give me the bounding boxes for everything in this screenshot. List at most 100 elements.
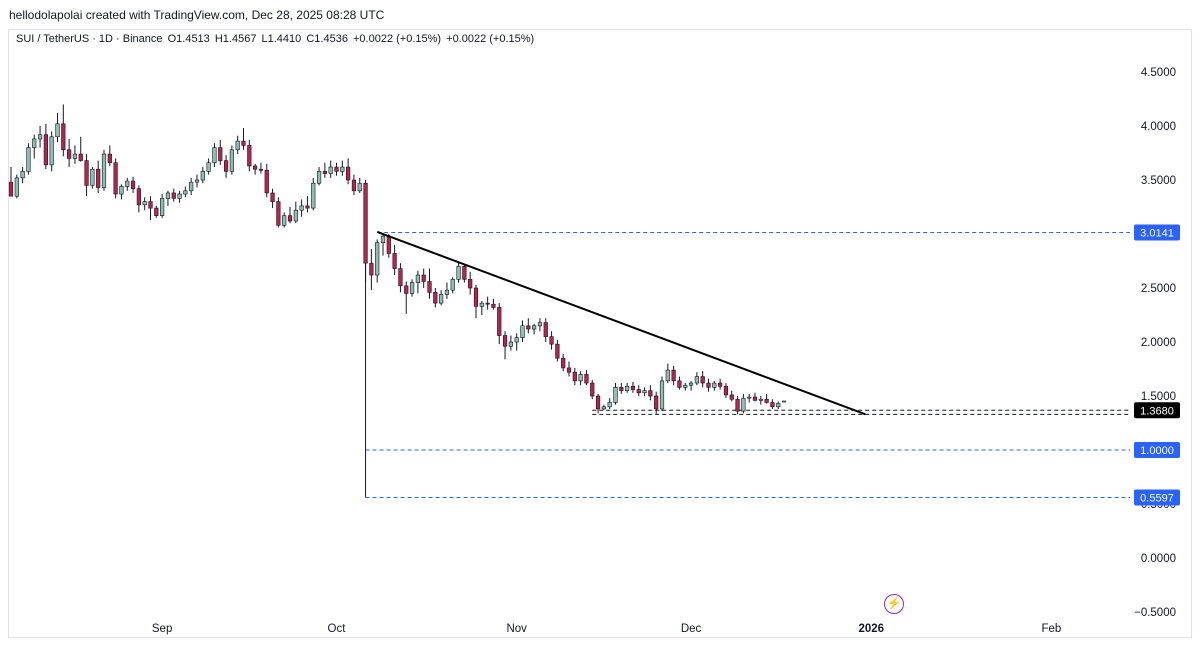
candle[interactable] <box>206 162 211 172</box>
candle[interactable] <box>218 147 223 161</box>
candle[interactable] <box>67 149 72 159</box>
candle[interactable] <box>479 302 484 307</box>
candle[interactable] <box>380 235 386 243</box>
candle[interactable] <box>561 357 566 369</box>
candle[interactable] <box>409 282 415 294</box>
candle[interactable] <box>183 190 188 195</box>
candle[interactable] <box>49 136 54 166</box>
candle[interactable] <box>189 181 194 192</box>
candle[interactable] <box>491 303 496 308</box>
candle[interactable] <box>8 181 14 197</box>
candle[interactable] <box>328 166 333 174</box>
candle[interactable] <box>55 123 60 138</box>
candle[interactable] <box>200 171 205 181</box>
candle[interactable] <box>532 325 537 330</box>
candle[interactable] <box>154 207 159 216</box>
candle[interactable] <box>654 395 659 410</box>
candle[interactable] <box>729 394 734 400</box>
candle[interactable] <box>776 403 781 408</box>
candle[interactable] <box>160 198 165 216</box>
candle[interactable] <box>223 160 229 172</box>
candle[interactable] <box>485 302 490 305</box>
candle[interactable] <box>404 285 409 294</box>
candle[interactable] <box>473 287 479 307</box>
candle[interactable] <box>456 266 461 280</box>
candle[interactable] <box>287 215 293 222</box>
candle[interactable] <box>665 369 670 382</box>
candle[interactable] <box>630 385 636 390</box>
candle[interactable] <box>101 153 107 188</box>
candle[interactable] <box>78 153 83 161</box>
candle[interactable] <box>421 274 426 282</box>
candle[interactable] <box>334 166 339 172</box>
candle[interactable] <box>258 168 264 171</box>
candle[interactable] <box>340 166 345 172</box>
candle[interactable] <box>357 182 362 192</box>
candle[interactable] <box>537 322 543 327</box>
candle[interactable] <box>194 179 200 183</box>
legend-symbol[interactable]: SUI / TetherUS · 1D · Binance <box>16 33 163 45</box>
candle[interactable] <box>735 398 740 412</box>
candle[interactable] <box>607 402 612 408</box>
candle[interactable] <box>96 168 101 188</box>
candle[interactable] <box>136 188 141 206</box>
candle[interactable] <box>61 123 66 151</box>
candle[interactable] <box>718 382 723 387</box>
candle[interactable] <box>625 385 630 391</box>
candle[interactable] <box>346 166 351 181</box>
candle[interactable] <box>392 253 397 269</box>
candle[interactable] <box>648 390 653 397</box>
candle[interactable] <box>514 337 519 343</box>
candle[interactable] <box>433 292 438 304</box>
candle[interactable] <box>43 134 48 166</box>
candle[interactable] <box>305 205 310 209</box>
candle[interactable] <box>694 376 699 384</box>
candle[interactable] <box>450 279 455 291</box>
candle[interactable] <box>555 343 560 359</box>
lightning-icon[interactable]: ⚡ <box>884 594 904 614</box>
candle[interactable] <box>322 171 327 174</box>
candle[interactable] <box>20 171 25 179</box>
candle[interactable] <box>752 396 758 401</box>
candle[interactable] <box>415 274 420 283</box>
candle[interactable] <box>282 215 287 226</box>
candle[interactable] <box>119 186 124 195</box>
candle[interactable] <box>293 209 298 222</box>
candle[interactable] <box>363 182 368 264</box>
candle[interactable] <box>770 402 775 408</box>
candle[interactable] <box>369 262 374 276</box>
candle[interactable] <box>171 192 176 199</box>
candle[interactable] <box>758 398 763 401</box>
candle[interactable] <box>32 138 37 148</box>
candle[interactable] <box>148 201 153 209</box>
candle[interactable] <box>37 134 43 140</box>
candle[interactable] <box>526 325 531 330</box>
candle[interactable] <box>747 396 752 399</box>
candle[interactable] <box>264 169 269 194</box>
candle[interactable] <box>671 369 676 382</box>
candle[interactable] <box>14 177 19 197</box>
candle[interactable] <box>549 336 554 345</box>
candle[interactable] <box>578 374 583 382</box>
candle[interactable] <box>700 376 705 384</box>
candle[interactable] <box>497 307 502 336</box>
candle[interactable] <box>375 242 380 276</box>
candle[interactable] <box>125 180 130 187</box>
candle[interactable] <box>142 201 147 206</box>
candle[interactable] <box>316 171 322 184</box>
candle[interactable] <box>270 192 275 202</box>
candle[interactable] <box>253 165 258 170</box>
candle[interactable] <box>444 289 450 295</box>
candle[interactable] <box>229 149 234 172</box>
candle[interactable] <box>781 400 787 403</box>
candle[interactable] <box>566 367 572 373</box>
candle[interactable] <box>520 325 525 338</box>
candle[interactable] <box>706 382 711 388</box>
candle[interactable] <box>543 322 548 337</box>
candle[interactable] <box>683 384 688 388</box>
candle[interactable] <box>247 145 252 167</box>
candle[interactable] <box>584 374 589 384</box>
candle[interactable] <box>712 382 717 388</box>
candle[interactable] <box>508 341 513 347</box>
